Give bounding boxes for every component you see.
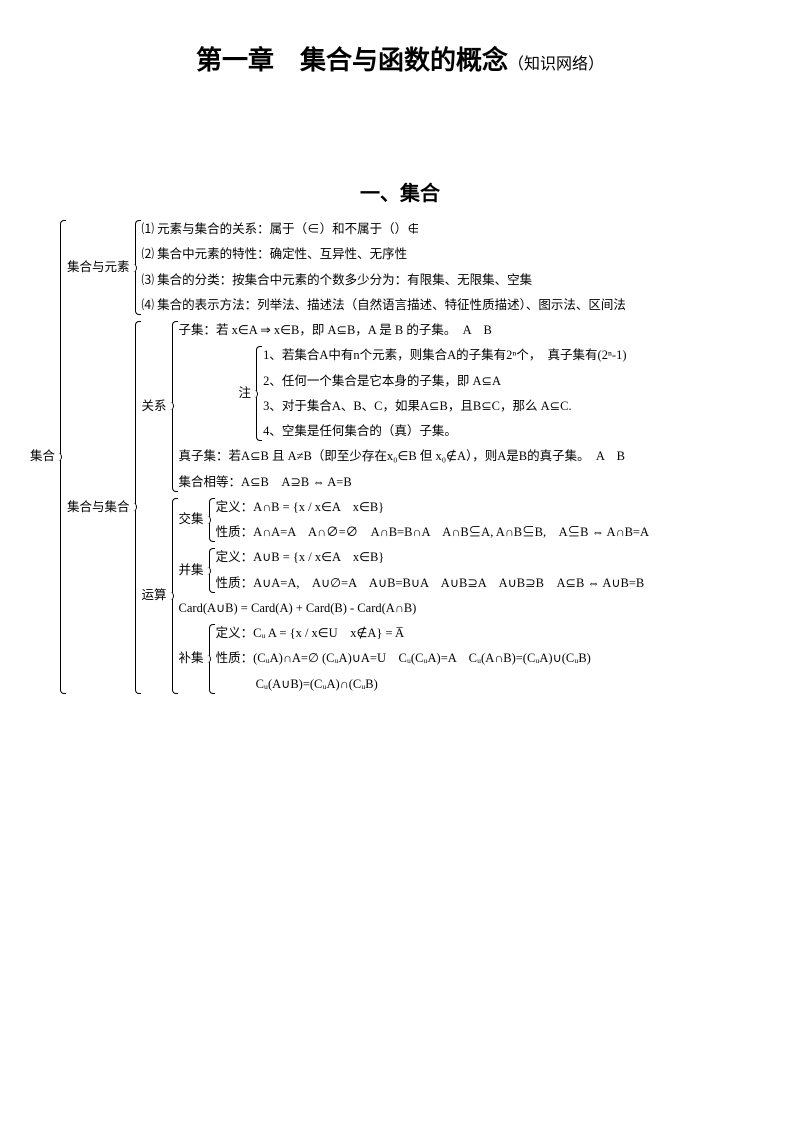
brace-icon bbox=[253, 344, 263, 443]
title-main: 第一章 集合与函数的概念 bbox=[196, 46, 508, 75]
union-label: 并集 bbox=[179, 546, 206, 595]
brace-icon bbox=[169, 319, 179, 494]
item-se1: ⑴ 元素与集合的关系：属于（∈）和不属于（）∉ bbox=[142, 218, 626, 241]
branch-set-set: 集合与集合 关系 子集：若 x∈A ⇒ x∈B，即 A⊆B，A 是 B 的子集。… bbox=[67, 319, 649, 696]
item-inter-def: 定义：A∩B = {x / x∈A x∈B} bbox=[216, 496, 649, 519]
knowledge-tree: 集合 集合与元素 ⑴ 元素与集合的关系：属于（∈）和不属于（）∉ ⑵ 集合中元素… bbox=[30, 218, 770, 696]
branch-note: 注 1、若集合A中有n个元素，则集合A的子集有2ⁿ个， 真子集有(2ⁿ-1) 2… bbox=[239, 344, 627, 443]
item-union-prop: 性质：A∪A=A, A∪∅=A A∪B=B∪A A∪B⊇A A∪B⊇B A⊆B … bbox=[216, 572, 645, 595]
complement-label: 补集 bbox=[179, 622, 206, 696]
item-card: Card(A∪B) = Card(A) + Card(B) - Card(A∩B… bbox=[179, 597, 649, 620]
item-note1: 1、若集合A中有n个元素，则集合A的子集有2ⁿ个， 真子集有(2ⁿ-1) bbox=[263, 344, 626, 367]
branch-operation: 运算 交集 定义：A∩B = {x / x∈A x∈B} 性质：A∩A=A A∩… bbox=[142, 496, 649, 696]
note-label: 注 bbox=[239, 344, 254, 443]
chapter-title: 第一章 集合与函数的概念（知识网络） bbox=[30, 40, 770, 77]
brace-icon bbox=[132, 218, 142, 317]
branch-complement: 补集 定义：Cᵤ A = {x / x∈U x∉A} = A̅ 性质：(CᵤA)… bbox=[179, 622, 649, 696]
item-se3: ⑶ 集合的分类：按集合中元素的个数多少分为：有限集、无限集、空集 bbox=[142, 269, 626, 292]
item-union-def: 定义：A∪B = {x / x∈A x∈B} bbox=[216, 546, 645, 569]
item-note4: 4、空集是任何集合的（真）子集。 bbox=[263, 420, 626, 443]
operation-label: 运算 bbox=[142, 496, 169, 696]
branch-union: 并集 定义：A∪B = {x / x∈A x∈B} 性质：A∪A=A, A∪∅=… bbox=[179, 546, 649, 595]
branch-intersection: 交集 定义：A∩B = {x / x∈A x∈B} 性质：A∩A=A A∩∅=∅… bbox=[179, 496, 649, 545]
item-equal: 集合相等：A⊆B A⊇B ⇔ A=B bbox=[179, 471, 627, 494]
brace-icon bbox=[57, 218, 67, 696]
branch-set-element: 集合与元素 ⑴ 元素与集合的关系：属于（∈）和不属于（）∉ ⑵ 集合中元素的特性… bbox=[67, 218, 649, 317]
set-set-label: 集合与集合 bbox=[67, 319, 132, 696]
item-se2: ⑵ 集合中元素的特性：确定性、互异性、无序性 bbox=[142, 243, 626, 266]
title-sub: （知识网络） bbox=[508, 56, 604, 73]
item-comp-prop1: 性质：(CᵤA)∩A=∅ (CᵤA)∪A=U Cᵤ(CᵤA)=A Cᵤ(A∩B)… bbox=[216, 647, 591, 670]
brace-icon bbox=[206, 622, 216, 696]
branch-relation: 关系 子集：若 x∈A ⇒ x∈B，即 A⊆B，A 是 B 的子集。 A B 注… bbox=[142, 319, 649, 494]
item-comp-def: 定义：Cᵤ A = {x / x∈U x∉A} = A̅ bbox=[216, 622, 591, 645]
section-header: 一、集合 bbox=[30, 177, 770, 206]
item-comp-prop2: Cᵤ(A∪B)=(CᵤA)∩(CᵤB) bbox=[256, 673, 591, 696]
brace-icon bbox=[206, 546, 216, 595]
brace-icon bbox=[169, 496, 179, 696]
intersection-label: 交集 bbox=[179, 496, 206, 545]
item-note2: 2、任何一个集合是它本身的子集，即 A⊆A bbox=[263, 370, 626, 393]
root-label: 集合 bbox=[30, 218, 57, 696]
item-proper-subset: 真子集：若A⊆B 且 A≠B（即至少存在x₀∈B 但 x₀∉A），则A是B的真子… bbox=[179, 445, 627, 468]
brace-icon bbox=[206, 496, 216, 545]
relation-label: 关系 bbox=[142, 319, 169, 494]
item-subset: 子集：若 x∈A ⇒ x∈B，即 A⊆B，A 是 B 的子集。 A B bbox=[179, 319, 627, 342]
item-se4: ⑷ 集合的表示方法：列举法、描述法（自然语言描述、特征性质描述）、图示法、区间法 bbox=[142, 294, 626, 317]
item-note3: 3、对于集合A、B、C，如果A⊆B，且B⊆C，那么 A⊆C. bbox=[263, 395, 626, 418]
set-element-label: 集合与元素 bbox=[67, 218, 132, 317]
item-inter-prop: 性质：A∩A=A A∩∅=∅ A∩B=B∩A A∩B⊆A, A∩B⊆B, A⊆B… bbox=[216, 521, 649, 544]
brace-icon bbox=[132, 319, 142, 696]
